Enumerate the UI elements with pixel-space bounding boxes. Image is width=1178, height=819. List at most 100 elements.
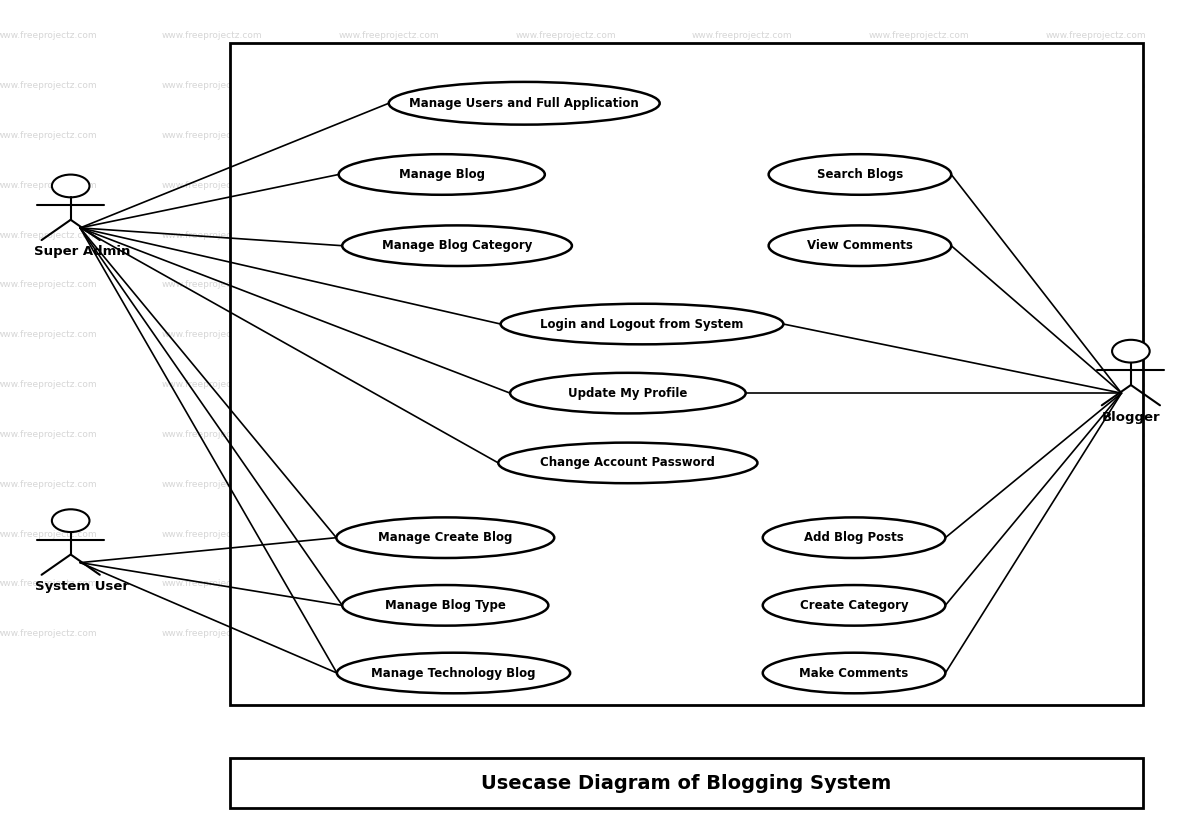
Text: www.freeprojectz.com: www.freeprojectz.com — [691, 31, 793, 40]
Text: Search Blogs: Search Blogs — [816, 168, 904, 181]
Text: Change Account Password: Change Account Password — [541, 456, 715, 469]
Text: www.freeprojectz.com: www.freeprojectz.com — [1045, 131, 1146, 140]
Text: www.freeprojectz.com: www.freeprojectz.com — [0, 580, 98, 589]
Text: www.freeprojectz.com: www.freeprojectz.com — [868, 580, 969, 589]
Text: www.freeprojectz.com: www.freeprojectz.com — [161, 81, 263, 90]
Text: www.freeprojectz.com: www.freeprojectz.com — [161, 181, 263, 190]
Ellipse shape — [342, 585, 548, 626]
Text: www.freeprojectz.com: www.freeprojectz.com — [515, 380, 616, 389]
Text: www.freeprojectz.com: www.freeprojectz.com — [515, 580, 616, 589]
Text: www.freeprojectz.com: www.freeprojectz.com — [1045, 480, 1146, 489]
Text: www.freeprojectz.com: www.freeprojectz.com — [515, 330, 616, 339]
Text: www.freeprojectz.com: www.freeprojectz.com — [691, 330, 793, 339]
Text: www.freeprojectz.com: www.freeprojectz.com — [691, 181, 793, 190]
Text: www.freeprojectz.com: www.freeprojectz.com — [691, 380, 793, 389]
Text: Create Category: Create Category — [800, 599, 908, 612]
Text: www.freeprojectz.com: www.freeprojectz.com — [0, 230, 98, 239]
Text: www.freeprojectz.com: www.freeprojectz.com — [338, 230, 439, 239]
Text: www.freeprojectz.com: www.freeprojectz.com — [161, 230, 263, 239]
Text: www.freeprojectz.com: www.freeprojectz.com — [691, 430, 793, 439]
Text: www.freeprojectz.com: www.freeprojectz.com — [161, 430, 263, 439]
Text: www.freeprojectz.com: www.freeprojectz.com — [1045, 280, 1146, 289]
Ellipse shape — [510, 373, 746, 414]
Text: Blogger: Blogger — [1101, 410, 1160, 423]
Text: www.freeprojectz.com: www.freeprojectz.com — [691, 530, 793, 539]
Text: www.freeprojectz.com: www.freeprojectz.com — [515, 31, 616, 40]
Ellipse shape — [768, 154, 951, 195]
Text: www.freeprojectz.com: www.freeprojectz.com — [161, 480, 263, 489]
Text: www.freeprojectz.com: www.freeprojectz.com — [1045, 181, 1146, 190]
Text: www.freeprojectz.com: www.freeprojectz.com — [515, 230, 616, 239]
Text: www.freeprojectz.com: www.freeprojectz.com — [161, 330, 263, 339]
Text: www.freeprojectz.com: www.freeprojectz.com — [0, 280, 98, 289]
Text: www.freeprojectz.com: www.freeprojectz.com — [1045, 430, 1146, 439]
Text: www.freeprojectz.com: www.freeprojectz.com — [1045, 380, 1146, 389]
Text: www.freeprojectz.com: www.freeprojectz.com — [515, 280, 616, 289]
Ellipse shape — [763, 585, 945, 626]
Ellipse shape — [389, 82, 660, 124]
Text: Update My Profile: Update My Profile — [568, 387, 688, 400]
Text: www.freeprojectz.com: www.freeprojectz.com — [1045, 530, 1146, 539]
Text: www.freeprojectz.com: www.freeprojectz.com — [515, 181, 616, 190]
Text: View Comments: View Comments — [807, 239, 913, 252]
Text: www.freeprojectz.com: www.freeprojectz.com — [868, 629, 969, 638]
Text: www.freeprojectz.com: www.freeprojectz.com — [0, 81, 98, 90]
Ellipse shape — [763, 518, 945, 558]
Text: www.freeprojectz.com: www.freeprojectz.com — [868, 181, 969, 190]
Text: Usecase Diagram of Blogging System: Usecase Diagram of Blogging System — [481, 774, 892, 793]
Text: www.freeprojectz.com: www.freeprojectz.com — [338, 430, 439, 439]
Text: www.freeprojectz.com: www.freeprojectz.com — [0, 131, 98, 140]
Circle shape — [52, 509, 90, 532]
Text: www.freeprojectz.com: www.freeprojectz.com — [691, 81, 793, 90]
Text: www.freeprojectz.com: www.freeprojectz.com — [0, 330, 98, 339]
Text: www.freeprojectz.com: www.freeprojectz.com — [691, 131, 793, 140]
Text: Manage Technology Blog: Manage Technology Blog — [371, 667, 536, 680]
Text: www.freeprojectz.com: www.freeprojectz.com — [0, 31, 98, 40]
Text: www.freeprojectz.com: www.freeprojectz.com — [691, 230, 793, 239]
Text: www.freeprojectz.com: www.freeprojectz.com — [868, 380, 969, 389]
Text: www.freeprojectz.com: www.freeprojectz.com — [338, 330, 439, 339]
Text: Manage Blog Category: Manage Blog Category — [382, 239, 532, 252]
Text: www.freeprojectz.com: www.freeprojectz.com — [515, 480, 616, 489]
Ellipse shape — [339, 154, 544, 195]
Text: www.freeprojectz.com: www.freeprojectz.com — [691, 629, 793, 638]
Ellipse shape — [501, 304, 783, 344]
Text: www.freeprojectz.com: www.freeprojectz.com — [338, 31, 439, 40]
Text: www.freeprojectz.com: www.freeprojectz.com — [1045, 230, 1146, 239]
Text: www.freeprojectz.com: www.freeprojectz.com — [691, 480, 793, 489]
Text: www.freeprojectz.com: www.freeprojectz.com — [868, 81, 969, 90]
Text: www.freeprojectz.com: www.freeprojectz.com — [0, 430, 98, 439]
Text: www.freeprojectz.com: www.freeprojectz.com — [868, 330, 969, 339]
Text: www.freeprojectz.com: www.freeprojectz.com — [868, 480, 969, 489]
Text: www.freeprojectz.com: www.freeprojectz.com — [0, 530, 98, 539]
Text: www.freeprojectz.com: www.freeprojectz.com — [868, 131, 969, 140]
Text: www.freeprojectz.com: www.freeprojectz.com — [338, 131, 439, 140]
Text: Add Blog Posts: Add Blog Posts — [805, 532, 904, 544]
Text: www.freeprojectz.com: www.freeprojectz.com — [515, 430, 616, 439]
Text: www.freeprojectz.com: www.freeprojectz.com — [0, 380, 98, 389]
Text: www.freeprojectz.com: www.freeprojectz.com — [161, 530, 263, 539]
Text: www.freeprojectz.com: www.freeprojectz.com — [1045, 330, 1146, 339]
Text: Manage Create Blog: Manage Create Blog — [378, 532, 512, 544]
Text: www.freeprojectz.com: www.freeprojectz.com — [868, 230, 969, 239]
Ellipse shape — [337, 653, 570, 694]
Text: www.freeprojectz.com: www.freeprojectz.com — [515, 81, 616, 90]
Text: www.freeprojectz.com: www.freeprojectz.com — [338, 580, 439, 589]
Text: www.freeprojectz.com: www.freeprojectz.com — [338, 380, 439, 389]
Text: www.freeprojectz.com: www.freeprojectz.com — [161, 131, 263, 140]
Text: Super Admin: Super Admin — [34, 246, 131, 259]
Text: www.freeprojectz.com: www.freeprojectz.com — [0, 629, 98, 638]
Text: Manage Blog Type: Manage Blog Type — [385, 599, 505, 612]
Text: www.freeprojectz.com: www.freeprojectz.com — [515, 629, 616, 638]
Circle shape — [1112, 340, 1150, 363]
Text: www.freeprojectz.com: www.freeprojectz.com — [691, 580, 793, 589]
Text: www.freeprojectz.com: www.freeprojectz.com — [161, 280, 263, 289]
Circle shape — [52, 174, 90, 197]
Text: www.freeprojectz.com: www.freeprojectz.com — [868, 530, 969, 539]
Ellipse shape — [768, 225, 951, 266]
Ellipse shape — [342, 225, 573, 266]
FancyBboxPatch shape — [230, 758, 1143, 808]
Text: www.freeprojectz.com: www.freeprojectz.com — [515, 131, 616, 140]
Ellipse shape — [337, 518, 555, 558]
Text: www.freeprojectz.com: www.freeprojectz.com — [338, 530, 439, 539]
